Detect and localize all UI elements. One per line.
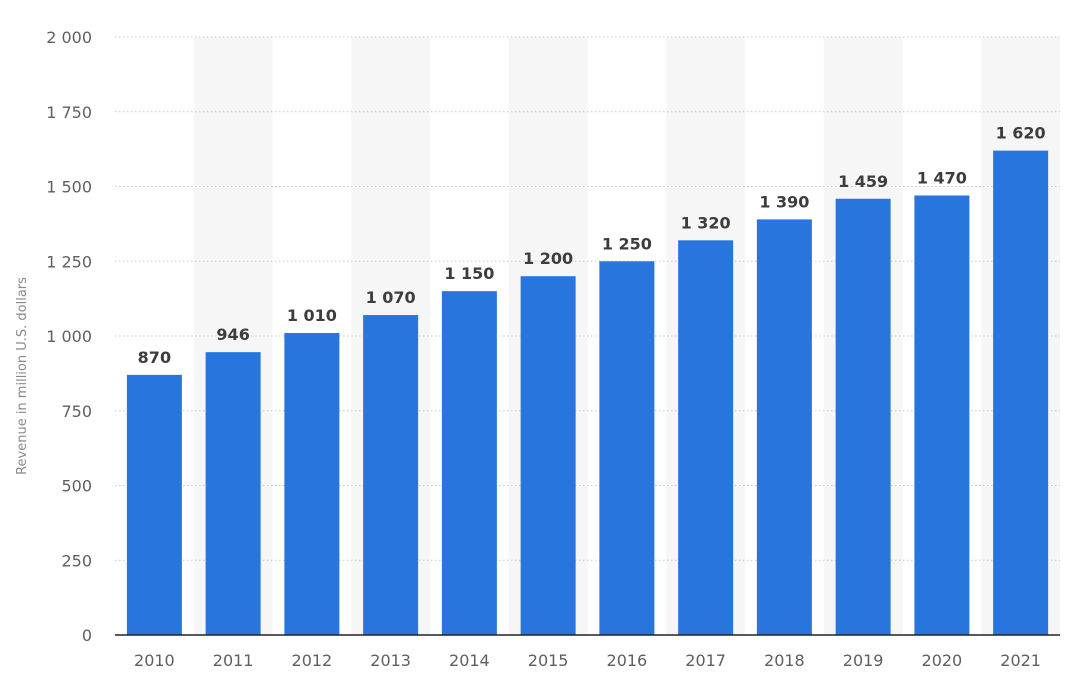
data-label: 1 010 (287, 306, 337, 325)
data-labels: 870 946 1 010 1 070 1 150 1 200 1 250 1 320 1 39… (138, 124, 1046, 367)
bar (678, 240, 734, 635)
x-axis-ticks: 2010 2011 2012 2013 2014 2015 2016 2017 2018 2019… (134, 651, 1041, 670)
bar (835, 198, 891, 635)
y-tick-label: 1 750 (46, 103, 92, 122)
gridlines (115, 36, 1060, 561)
y-tick-label: 250 (61, 551, 92, 570)
x-tick-label: 2013 (370, 651, 411, 670)
data-label: 1 250 (602, 234, 652, 253)
y-tick-label: 1 000 (46, 327, 92, 346)
y-tick-label: 500 (61, 477, 92, 496)
data-label: 1 470 (917, 168, 967, 187)
bar (599, 261, 655, 635)
bar (126, 374, 182, 635)
data-label: 1 620 (996, 124, 1046, 143)
x-tick-label: 2015 (528, 651, 569, 670)
data-label: 1 070 (366, 288, 416, 307)
x-tick-label: 2012 (292, 651, 333, 670)
bar (914, 195, 970, 635)
bar (205, 352, 261, 635)
x-tick-label: 2017 (685, 651, 726, 670)
x-tick-label: 2021 (1000, 651, 1041, 670)
y-tick-label: 1 250 (46, 252, 92, 271)
bar (993, 150, 1049, 635)
data-label: 870 (138, 348, 171, 367)
x-tick-label: 2011 (213, 651, 254, 670)
bar (756, 219, 812, 635)
data-label: 1 459 (838, 172, 888, 191)
bar (363, 315, 419, 635)
bar (520, 276, 576, 635)
data-label: 1 150 (444, 264, 494, 283)
x-tick-label: 2010 (134, 651, 175, 670)
bar (441, 291, 497, 635)
y-axis-ticks: 0 250 500 750 1 000 1 250 1 500 1 750 2 000 (46, 28, 92, 645)
x-tick-label: 2016 (607, 651, 648, 670)
x-tick-label: 2019 (843, 651, 884, 670)
data-label: 1 200 (523, 249, 573, 268)
bars (126, 150, 1049, 635)
y-tick-label: 750 (61, 402, 92, 421)
bar (284, 333, 340, 635)
y-tick-label: 1 500 (46, 178, 92, 197)
x-tick-label: 2018 (764, 651, 805, 670)
y-tick-label: 2 000 (46, 28, 92, 47)
data-label: 946 (216, 325, 249, 344)
y-tick-label: 0 (82, 626, 92, 645)
x-tick-label: 2020 (922, 651, 963, 670)
x-tick-label: 2014 (449, 651, 490, 670)
data-label: 1 390 (759, 192, 809, 211)
data-label: 1 320 (681, 213, 731, 232)
y-axis-title: Revenue in million U.S. dollars (15, 277, 30, 475)
